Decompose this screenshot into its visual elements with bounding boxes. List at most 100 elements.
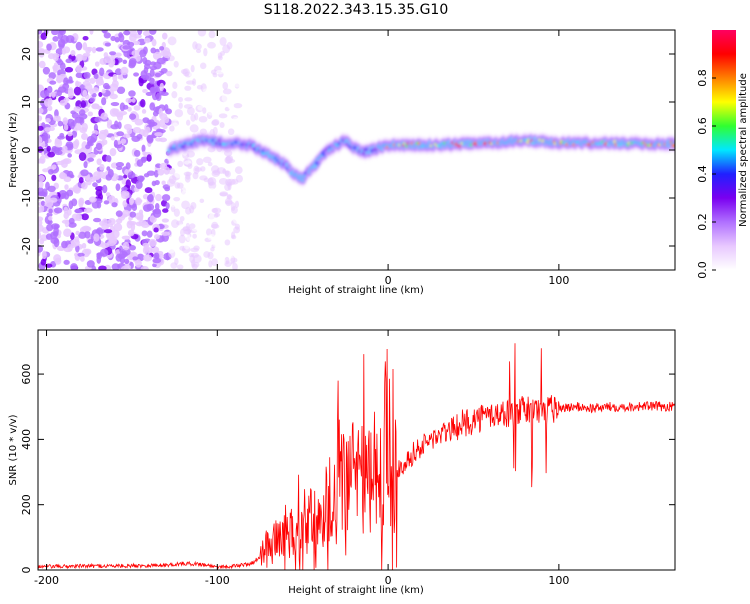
- noise-speckle: [216, 248, 226, 258]
- snr-x-axis-label: Height of straight line (km): [288, 585, 424, 596]
- noise-speckle: [122, 104, 129, 110]
- noise-speckle: [103, 32, 111, 39]
- noise-speckle: [104, 85, 111, 90]
- noise-speckle: [171, 70, 179, 76]
- noise-speckle: [53, 238, 60, 248]
- noise-speckle: [75, 230, 80, 236]
- noise-speckle: [196, 84, 203, 90]
- noise-speckle: [230, 257, 238, 263]
- noise-speckle: [142, 30, 151, 37]
- noise-speckle: [145, 91, 153, 97]
- noise-speckle: [112, 73, 118, 83]
- noise-speckle: [38, 30, 43, 35]
- noise-speckle: [151, 38, 157, 47]
- noise-speckle: [184, 85, 192, 91]
- noise-speckle: [160, 67, 168, 74]
- noise-speckle: [211, 170, 220, 177]
- noise-speckle: [152, 51, 162, 61]
- noise-speckle: [96, 158, 102, 166]
- noise-speckle: [189, 124, 199, 133]
- snr-ticks: -200 -100 0 100 0 200 400 600: [20, 330, 675, 587]
- noise-speckle: [161, 218, 169, 223]
- noise-speckle: [202, 156, 212, 164]
- noise-speckle: [143, 37, 151, 44]
- noise-speckle: [207, 233, 216, 241]
- noise-speckle: [187, 106, 195, 116]
- noise-speckle: [101, 88, 106, 94]
- noise-speckle: [56, 75, 63, 84]
- noise-speckle: [150, 61, 156, 66]
- noise-speckle: [138, 209, 144, 215]
- noise-speckle: [135, 259, 142, 268]
- noise-speckle: [118, 110, 128, 116]
- noise-speckle: [83, 226, 92, 232]
- noise-speckle: [87, 111, 94, 117]
- noise-speckle: [233, 102, 243, 109]
- noise-speckle: [83, 161, 88, 169]
- noise-speckle: [199, 62, 207, 70]
- colorbar-tick-label: 0.0: [696, 261, 709, 279]
- noise-speckle: [63, 77, 69, 86]
- noise-speckle: [90, 133, 98, 143]
- noise-speckle: [63, 228, 72, 238]
- noise-speckle: [89, 30, 94, 35]
- noise-speckle: [58, 30, 65, 34]
- noise-speckle: [121, 235, 131, 240]
- noise-speckle: [117, 121, 122, 130]
- noise-speckle: [107, 240, 116, 247]
- noise-speckle: [179, 215, 185, 222]
- noise-speckle: [154, 179, 160, 186]
- snr-x-tick-label: 0: [385, 574, 392, 587]
- noise-speckle: [155, 137, 163, 142]
- noise-speckle: [75, 72, 83, 79]
- noise-speckle: [54, 150, 63, 156]
- noise-speckle: [227, 101, 235, 110]
- noise-speckle: [48, 215, 53, 221]
- noise-speckle: [197, 30, 207, 37]
- noise-speckle: [63, 192, 70, 200]
- noise-speckle: [118, 32, 124, 38]
- spectrogram-y-axis-label: Frequency (Hz): [8, 112, 19, 188]
- noise-speckle: [227, 128, 235, 136]
- noise-speckle: [161, 194, 171, 202]
- noise-speckle: [231, 234, 237, 240]
- spectrogram-y-tick-label: 0: [20, 147, 33, 154]
- noise-speckle: [51, 164, 57, 170]
- noise-speckle: [158, 107, 163, 117]
- noise-speckle: [176, 264, 184, 270]
- noise-speckle: [120, 66, 129, 76]
- noise-speckle: [63, 176, 72, 183]
- noise-speckle: [178, 97, 184, 103]
- noise-speckle: [75, 245, 80, 253]
- noise-speckle: [57, 120, 63, 127]
- noise-speckle: [63, 123, 69, 131]
- noise-speckle: [131, 49, 141, 57]
- noise-speckle: [146, 134, 154, 143]
- noise-speckle: [94, 116, 102, 123]
- noise-speckle: [186, 234, 191, 242]
- noise-speckle: [129, 245, 136, 251]
- noise-speckle: [46, 145, 51, 152]
- noise-speckle: [42, 66, 50, 75]
- noise-speckle: [232, 215, 240, 224]
- noise-speckle: [122, 45, 131, 50]
- noise-speckle: [181, 75, 187, 83]
- noise-speckle: [79, 127, 88, 134]
- noise-speckle: [74, 139, 80, 147]
- noise-speckle: [119, 251, 128, 258]
- noise-speckle: [38, 180, 44, 189]
- noise-speckle: [166, 70, 173, 77]
- noise-speckle: [211, 120, 219, 126]
- noise-speckle: [120, 190, 130, 197]
- snr-y-tick-label: 600: [20, 364, 33, 385]
- noise-speckle: [162, 208, 169, 213]
- noise-speckle: [161, 180, 166, 186]
- noise-speckle: [132, 126, 142, 134]
- noise-speckle: [81, 132, 88, 141]
- noise-speckle: [54, 257, 62, 265]
- noise-speckle: [87, 46, 93, 52]
- noise-speckle: [133, 72, 140, 77]
- noise-speckle: [73, 86, 82, 96]
- noise-speckle: [38, 175, 46, 182]
